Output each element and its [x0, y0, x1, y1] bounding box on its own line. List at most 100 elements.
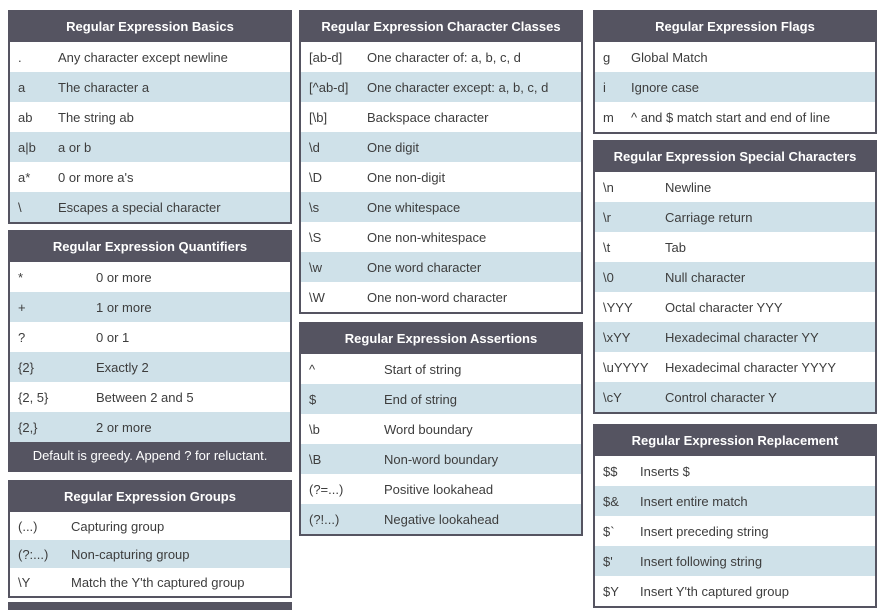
pattern-description: Capturing group [71, 518, 165, 534]
pattern-description: Non-word boundary [384, 451, 499, 467]
pattern-code: * [18, 269, 24, 285]
regex-groups-table: Regular Expression Groups (...) Capturing… [8, 480, 292, 598]
pattern-description: Hexadecimal character YYYY [665, 359, 837, 375]
table-row: [ab-d] One character of: a, b, c, d [301, 42, 581, 72]
table-rows: * 0 or more +1 or more? 0 or 1 {2} Exactly 2{… [10, 262, 290, 442]
pattern-code: \B [309, 451, 322, 467]
table-rows: $$ Inserts $ $& Insert entire match $` Insert… [595, 456, 875, 606]
pattern-description: Insert preceding string [640, 523, 769, 539]
table-row: \B Non-word boundary [301, 444, 581, 474]
pattern-description: Insert entire match [640, 493, 748, 509]
table-row: $` Insert preceding string [595, 516, 875, 546]
table-row: \YYY Octal character YYY [595, 292, 875, 322]
pattern-code: + [18, 299, 26, 315]
table-row: ab The string ab [10, 102, 290, 132]
table-row: \S One non-whitespace [301, 222, 581, 252]
pattern-code: \Y [18, 574, 31, 590]
table-row: \n Newline [595, 172, 875, 202]
table-row: ^ Start of string [301, 354, 581, 384]
pattern-code: $$ [603, 463, 618, 479]
pattern-code: \xYY [603, 329, 631, 345]
pattern-code: a [18, 79, 26, 95]
table-title: Regular Expression Assertions [301, 324, 581, 354]
table-row: ? 0 or 1 [10, 322, 290, 352]
pattern-description: One non-word character [367, 289, 508, 305]
pattern-description: Tab [665, 239, 686, 255]
pattern-code: \d [309, 139, 320, 155]
regex-flags-table: Regular Expression Flags g Global Match i I… [593, 10, 877, 134]
pattern-description: One character of: a, b, c, d [367, 49, 521, 65]
table-row: [^ab-d] One character except: a, b, c, d [301, 72, 581, 102]
pattern-code: ^ [309, 361, 316, 377]
pattern-code: [ab-d] [309, 49, 343, 65]
pattern-description: One digit [367, 139, 420, 155]
pattern-code: $& [603, 493, 619, 509]
pattern-description: 0 or 1 [96, 329, 130, 345]
pattern-code: \uYYYY [603, 359, 649, 375]
table-title: Regular Expression Replacement [595, 426, 875, 456]
pattern-description: Exactly 2 [96, 359, 149, 375]
regex-quantifiers-table: Regular Expression Quantifiers * 0 or mor… [8, 230, 292, 472]
table-row: \D One non-digit [301, 162, 581, 192]
pattern-description: Null character [665, 269, 746, 285]
pattern-description: Any character except newline [58, 49, 228, 65]
table-row: \ Escapes a special character [10, 192, 290, 222]
table-row: (?!...) Negative lookahead [301, 504, 581, 534]
pattern-description: Control character Y [665, 389, 777, 405]
table-title: Regular Expression Basics [10, 12, 290, 42]
table-row: \W One non-word character [301, 282, 581, 312]
table-row: {2, 5} Between 2 and 5 [10, 382, 290, 412]
pattern-description: 0 or more a's [58, 169, 134, 185]
pattern-description: End of string [384, 391, 457, 407]
table-title: Regular Expression Special Characters [595, 142, 875, 172]
pattern-code: [^ab-d] [309, 79, 349, 95]
table-row: \d One digit [301, 132, 581, 162]
pattern-description: The string ab [58, 109, 134, 125]
table-row: $& Insert entire match [595, 486, 875, 516]
pattern-code: (?=...) [309, 481, 344, 497]
table-row: m ^ and $ match start and end of line [595, 102, 875, 132]
table-row: * 0 or more [10, 262, 290, 292]
pattern-code: \0 [603, 269, 614, 285]
pattern-description: Newline [665, 179, 712, 195]
table-row: {2,} 2 or more [10, 412, 290, 442]
pattern-description: Escapes a special character [58, 199, 221, 215]
pattern-description: Carriage return [665, 209, 753, 225]
pattern-description: One character except: a, b, c, d [367, 79, 549, 95]
pattern-code: \s [309, 199, 320, 215]
table-footer-note: Default is greedy. Append ? for reluctan… [10, 442, 290, 470]
table-row: \w One word character [301, 252, 581, 282]
pattern-description: ^ and $ match start and end of line [631, 109, 831, 125]
pattern-code: {2,} [18, 419, 38, 435]
table-row: \Y Match the Y'th captured group [10, 568, 290, 596]
table-row: a|b a or b [10, 132, 290, 162]
pattern-description: Insert Y'th captured group [640, 583, 789, 599]
pattern-description: One word character [367, 259, 482, 275]
pattern-description: Match the Y'th captured group [71, 574, 245, 590]
regex-replacement-table: Regular Expression Replacement $$ Inserts… [593, 424, 877, 608]
pattern-code: m [603, 109, 614, 125]
pattern-description: 0 or more [96, 269, 152, 285]
table-title: Regular Expression Character Classes [301, 12, 581, 42]
table-row: g Global Match [595, 42, 875, 72]
pattern-description: Word boundary [384, 421, 473, 437]
table-row: (...) Capturing group [10, 512, 290, 540]
pattern-code: (?!...) [309, 511, 340, 527]
table-row: \b Word boundary [301, 414, 581, 444]
pattern-code: \cY [603, 389, 622, 405]
table-row: . Any character except newline [10, 42, 290, 72]
table-row: $$ Inserts $ [595, 456, 875, 486]
pattern-code: a|b [18, 139, 36, 155]
pattern-description: Negative lookahead [384, 511, 499, 527]
table-rows: ^ Start of string $ End of string \b Word bou… [301, 354, 581, 534]
pattern-code: (...) [18, 518, 38, 534]
table-row: \0 Null character [595, 262, 875, 292]
pattern-code: $ [309, 391, 317, 407]
pattern-description: Inserts $ [640, 463, 690, 479]
regex-character-classes-table: Regular Expression Character Classes [ab… [299, 10, 583, 314]
table-row: \xYY Hexadecimal character YY [595, 322, 875, 352]
pattern-description: One whitespace [367, 199, 461, 215]
table-rows: (...) Capturing group (?:...) Non-capturing… [10, 512, 290, 596]
table-row: $ End of string [301, 384, 581, 414]
pattern-description: Between 2 and 5 [96, 389, 194, 405]
